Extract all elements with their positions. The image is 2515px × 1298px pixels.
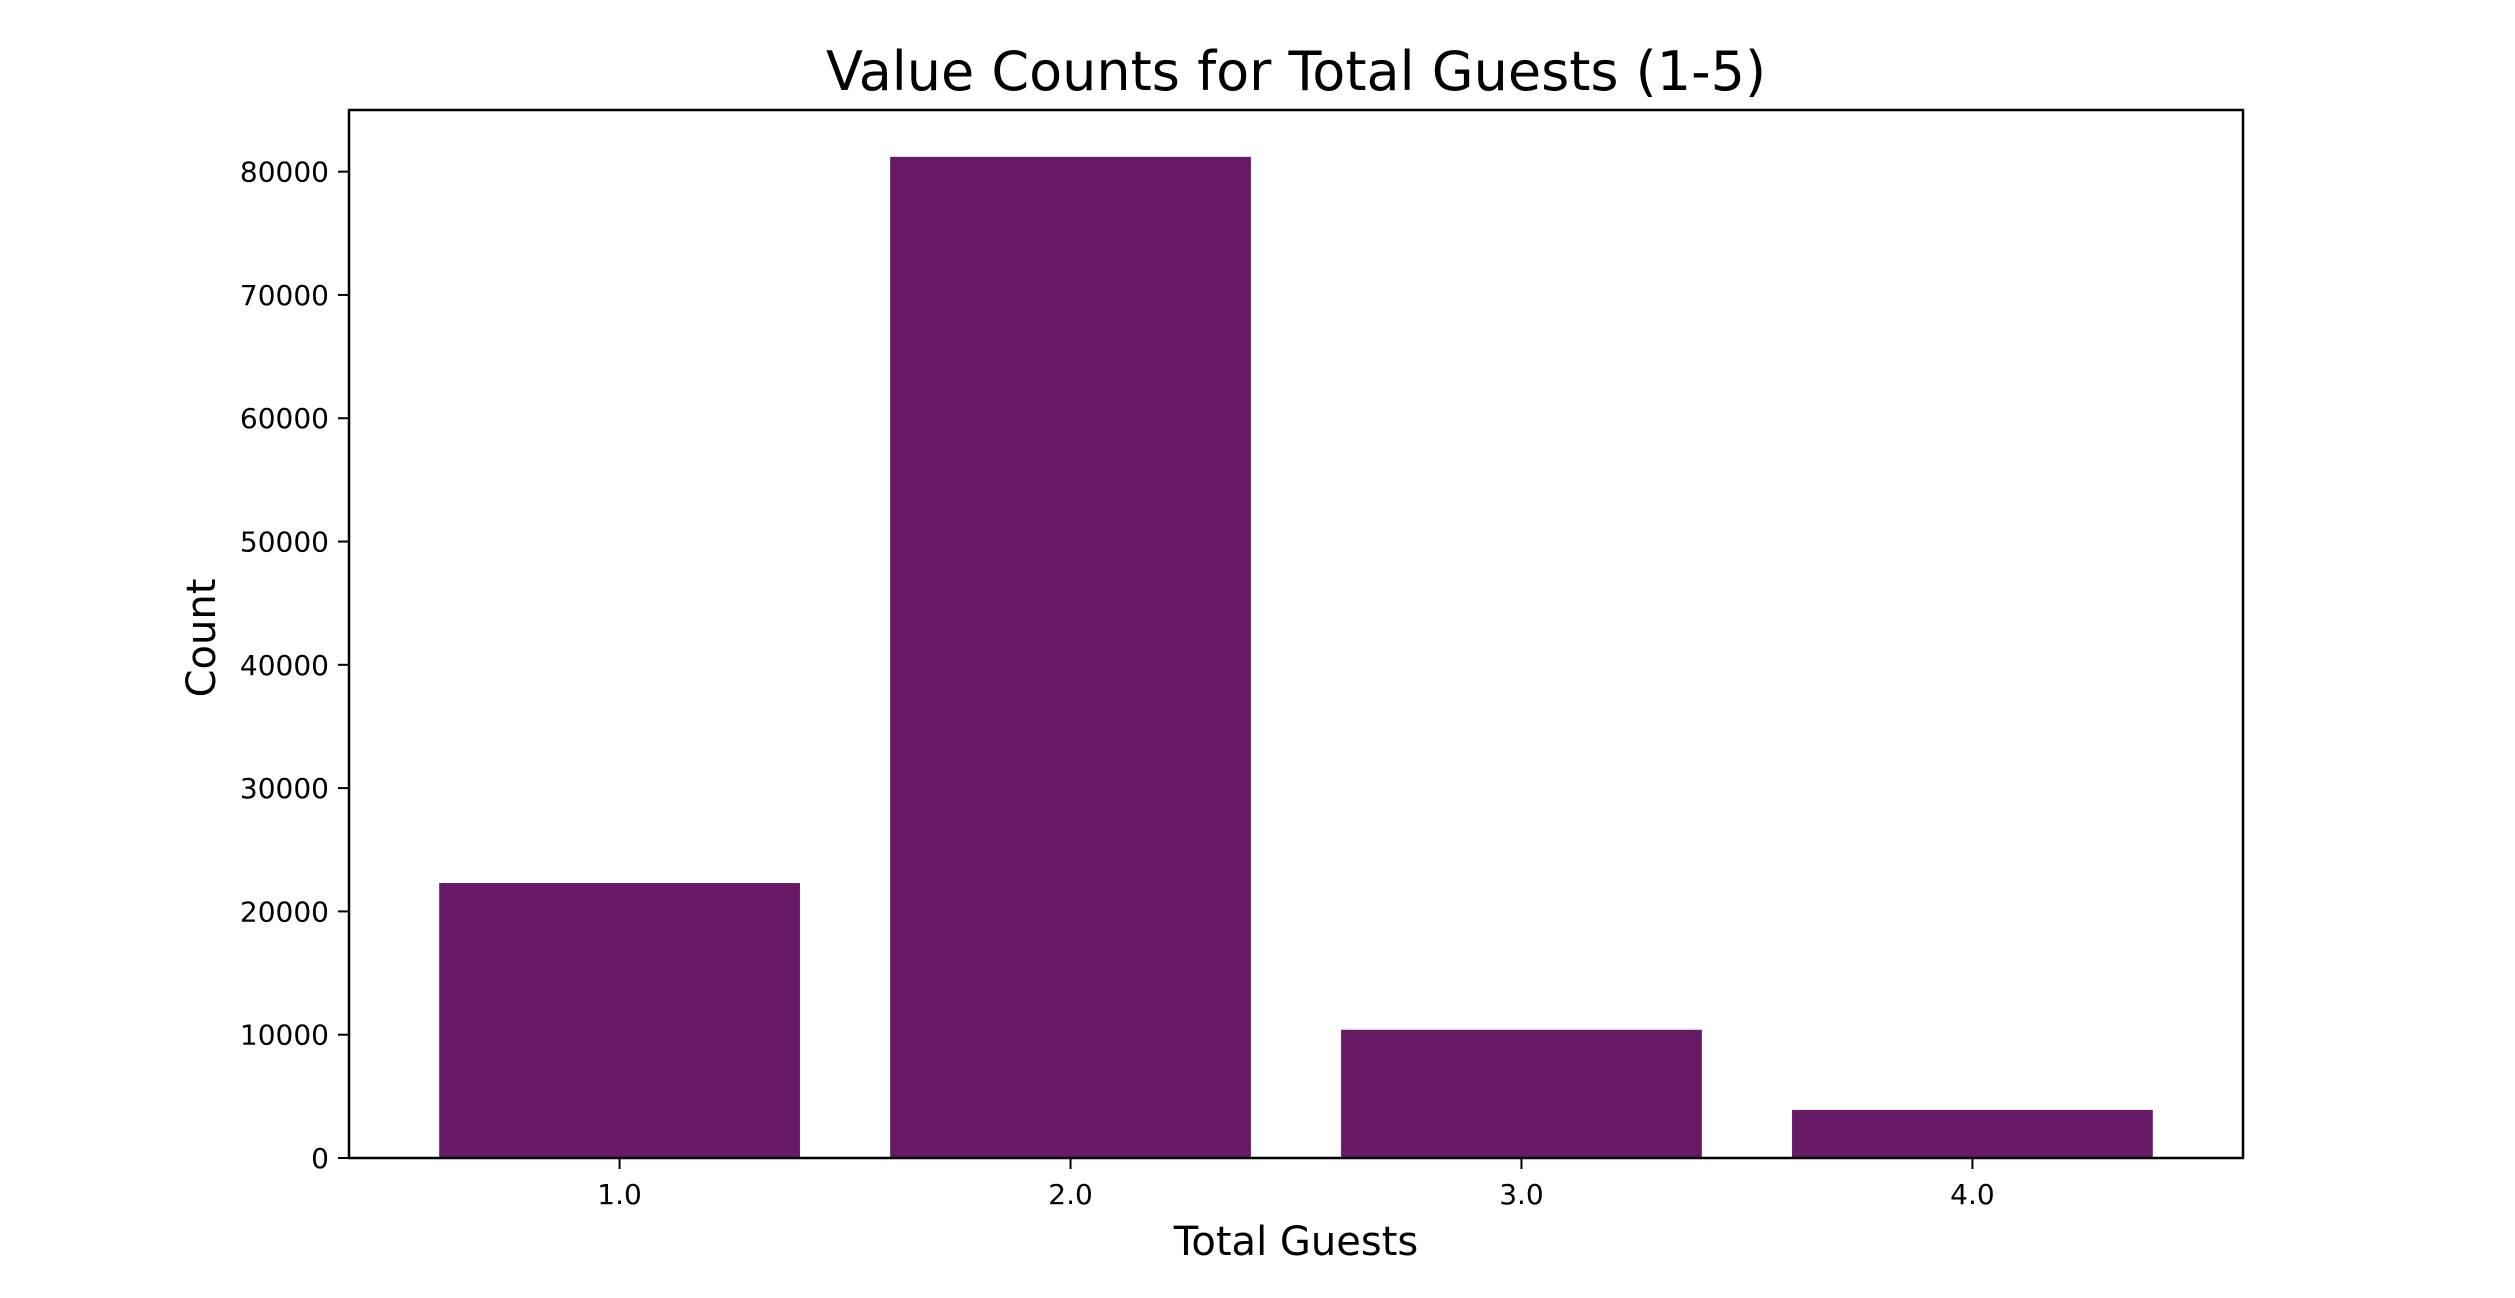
y-tick-label: 80000 — [240, 156, 329, 189]
y-tick-label: 30000 — [240, 772, 329, 805]
plot-area-frame — [347, 108, 2245, 1160]
bar-4.0 — [1792, 1109, 2153, 1158]
y-tick-label: 0 — [311, 1142, 329, 1175]
x-tick-label: 2.0 — [1048, 1178, 1093, 1211]
y-tick-label: 20000 — [240, 895, 329, 928]
y-tick-label: 40000 — [240, 649, 329, 682]
bar-3.0 — [1341, 1029, 1702, 1158]
chart-title: Value Counts for Total Guests (1-5) — [826, 40, 1766, 103]
y-axis-ticks: 0 10000 20000 30000 40000 50000 60000 70000 8000… — [240, 156, 349, 1175]
bar-1.0 — [439, 883, 800, 1158]
x-tick-label: 3.0 — [1499, 1178, 1544, 1211]
x-tick-label: 4.0 — [1950, 1178, 1995, 1211]
bars-group — [439, 156, 2153, 1159]
x-axis-ticks: 1.0 2.0 3.0 4.0 — [597, 1158, 1995, 1211]
x-tick-label: 1.0 — [597, 1178, 642, 1211]
y-tick-label: 60000 — [240, 402, 329, 435]
y-tick-label: 50000 — [240, 526, 329, 559]
bar-2.0 — [890, 156, 1251, 1159]
x-axis-label: Total Guests — [1173, 1219, 1418, 1265]
y-tick-label: 10000 — [240, 1019, 329, 1052]
y-axis-label: Count — [179, 579, 225, 698]
y-tick-label: 70000 — [240, 279, 329, 312]
